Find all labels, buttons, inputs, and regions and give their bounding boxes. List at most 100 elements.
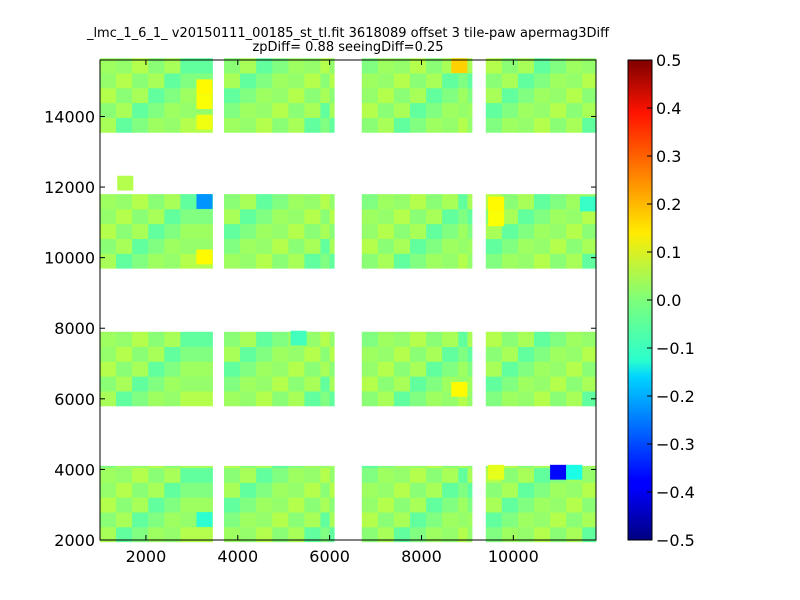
- heatmap-cell-highlight: [451, 58, 468, 74]
- heatmap-cell: [256, 194, 273, 210]
- heatmap-cell: [329, 526, 335, 543]
- heatmap-cell: [442, 361, 459, 377]
- heatmap-cell: [288, 376, 305, 392]
- heatmap-cell: [566, 87, 583, 104]
- heatmap-cell: [393, 391, 411, 407]
- heatmap-cell: [410, 117, 427, 133]
- heatmap-cell: [566, 361, 583, 377]
- heatmap-cell: [272, 346, 289, 362]
- colorbar-ticks: −0.5 −0.4 −0.3 −0.2 −0.1 0.0 0.1 0.2 0.3 0.4 0.5: [647, 51, 695, 550]
- heatmap-cell: [426, 208, 443, 225]
- heatmap-cell: [458, 117, 468, 133]
- heatmap-cell-highlight: [196, 194, 213, 209]
- heatmap-cell: [566, 482, 583, 498]
- heatmap-cell: [148, 253, 165, 269]
- heatmap-cell: [485, 102, 503, 118]
- heatmap-cell: [393, 223, 411, 239]
- heatmap-cell: [329, 87, 335, 104]
- heatmap-cell: [329, 465, 335, 469]
- heatmap-cell: [501, 87, 519, 104]
- heatmap-cell: [116, 465, 133, 469]
- heatmap-cell: [304, 253, 321, 269]
- heatmap-cell: [148, 467, 165, 483]
- heatmap-cell: [148, 331, 165, 347]
- heatmap-cell: [377, 194, 395, 210]
- heatmap-cell: [256, 497, 273, 513]
- heatmap-cell: [393, 194, 411, 210]
- heatmap-cell: [180, 73, 197, 89]
- heatmap-cell: [393, 117, 411, 133]
- heatmap-cell: [180, 482, 197, 498]
- heatmap-cell: [100, 223, 117, 239]
- heatmap-cell: [132, 391, 149, 407]
- heatmap-cell: [329, 467, 335, 483]
- heatmap-cell: [256, 117, 273, 133]
- heatmap-cell: [566, 117, 583, 133]
- heatmap-cell: [534, 87, 551, 104]
- heatmap-cell: [442, 482, 459, 498]
- heatmap-cell: [288, 208, 305, 225]
- heatmap-cell: [458, 238, 468, 254]
- heatmap-cell: [224, 223, 241, 239]
- heatmap-cell: [501, 223, 519, 239]
- heatmap-cell: [224, 361, 241, 377]
- heatmap-cell: [377, 376, 395, 392]
- heatmap-cell: [467, 253, 473, 269]
- heatmap-cell-highlight: [117, 175, 134, 191]
- heatmap-cell: [256, 361, 273, 377]
- heatmap-cell: [393, 526, 411, 543]
- heatmap-cell: [534, 223, 551, 239]
- heatmap-cell: [256, 331, 273, 347]
- heatmap-cell: [485, 391, 503, 407]
- heatmap-cell: [240, 526, 257, 543]
- heatmap-cell: [116, 346, 133, 362]
- heatmap-cell: [329, 331, 335, 347]
- heatmap-cell: [164, 102, 181, 118]
- heatmap-cell: [272, 376, 289, 392]
- heatmap-cell: [196, 526, 213, 543]
- heatmap-cell: [393, 346, 411, 362]
- heatmap-cell: [361, 482, 379, 498]
- heatmap-cell: [224, 512, 241, 528]
- heatmap-cell: [442, 467, 459, 483]
- heatmap-cell: [196, 331, 213, 347]
- heatmap-cell: [534, 361, 551, 377]
- heatmap-cell: [132, 512, 149, 528]
- x-tick-label: 10000: [488, 547, 539, 566]
- chart-title: _lmc_1_6_1_ v20150111_00185_st_tl.fit 36…: [86, 26, 610, 55]
- heatmap-cell: [180, 376, 197, 392]
- heatmap-cell: [240, 361, 257, 377]
- heatmap-cell: [320, 526, 331, 543]
- heatmap-cell: [288, 253, 305, 269]
- title-line-2: zpDiff= 0.88 seeingDiff=0.25: [252, 40, 443, 55]
- heatmap-cell: [100, 376, 117, 392]
- heatmap-cell: [116, 391, 133, 407]
- heatmap-cell: [566, 58, 583, 74]
- heatmap-cell: [426, 87, 443, 104]
- heatmap-cell: [132, 376, 149, 392]
- heatmap-cell: [550, 238, 567, 254]
- heatmap-cell: [550, 253, 567, 269]
- heatmap-cell: [458, 467, 468, 483]
- heatmap-cell: [272, 497, 289, 513]
- heatmap-cell: [501, 526, 519, 543]
- heatmap-cell: [164, 512, 181, 528]
- heatmap-cell: [100, 467, 117, 483]
- heatmap-cell: [582, 526, 597, 543]
- y-tick-label: 12000: [44, 178, 95, 197]
- heatmap-cell-highlight: [550, 464, 567, 480]
- heatmap-cell: [517, 223, 535, 239]
- heatmap-cell: [534, 391, 551, 407]
- heatmap-cell: [467, 512, 473, 528]
- heatmap-cell: [485, 512, 503, 528]
- heatmap-cell: [180, 208, 197, 225]
- heatmap-cell: [582, 346, 597, 362]
- heatmap-cell: [288, 87, 305, 104]
- heatmap-cell: [485, 238, 503, 254]
- heatmap-cell: [517, 482, 535, 498]
- heatmap-cell-highlight: [196, 114, 213, 130]
- heatmap-cell: [485, 346, 503, 362]
- heatmap-cell: [224, 58, 241, 74]
- heatmap-cell: [256, 526, 273, 543]
- heatmap-cell: [442, 465, 459, 469]
